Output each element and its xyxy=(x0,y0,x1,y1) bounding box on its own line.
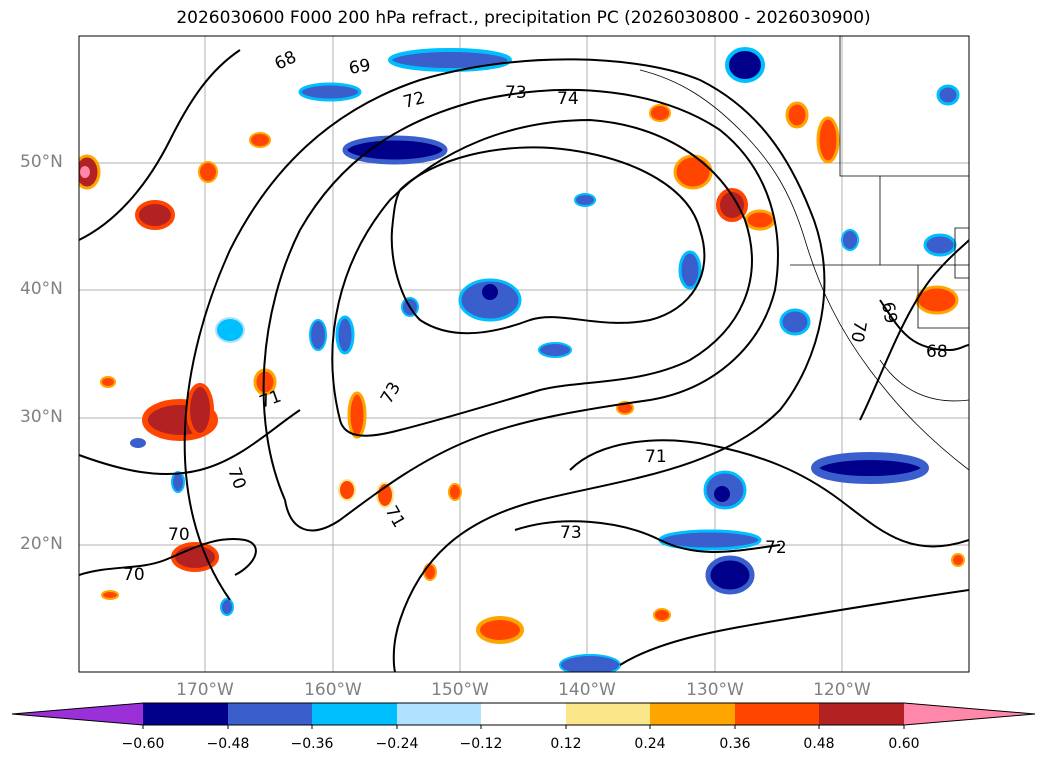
colorbar-tick-label: 0.36 xyxy=(719,736,751,752)
colorbar-bin xyxy=(143,703,228,725)
colorbar-extend-high xyxy=(904,703,1035,725)
contour-label: 70 xyxy=(168,525,190,545)
lon-label: 120°W xyxy=(813,680,871,700)
colorbar-bin xyxy=(312,703,397,725)
refractivity-contours xyxy=(79,49,969,672)
contour-label: 70 xyxy=(846,319,869,344)
lon-label: 130°W xyxy=(686,680,744,700)
colorbar-tick-label: 0.12 xyxy=(550,736,582,752)
colorbar-bin xyxy=(735,703,819,725)
map-title: 2026030600 F000 200 hPa refract., precip… xyxy=(176,8,871,28)
contour-label: 70 xyxy=(123,565,145,585)
contour-label: 72 xyxy=(765,538,787,558)
colorbar-tick-label: −0.60 xyxy=(121,736,165,752)
colorbar-bin xyxy=(228,703,312,725)
lat-label: 50°N xyxy=(20,152,63,172)
colorbar-bin xyxy=(566,703,650,725)
colorbar-extend-low xyxy=(12,703,143,725)
lon-label: 140°W xyxy=(558,680,616,700)
contour-label: 68 xyxy=(926,342,948,362)
colorbar-tick-label: −0.48 xyxy=(206,736,250,752)
colorbar-bin xyxy=(819,703,904,725)
map-frame xyxy=(78,35,970,673)
lat-label: 30°N xyxy=(20,407,63,427)
lon-label: 160°W xyxy=(304,680,362,700)
contour-label: 73 xyxy=(505,83,527,103)
contour-label: 69 xyxy=(347,55,372,78)
colorbar-tick-label: −0.36 xyxy=(290,736,334,752)
colorbar-tick-label: −0.12 xyxy=(459,736,503,752)
colorbar-tick-label: 0.24 xyxy=(634,736,666,752)
colorbar-tick-label: 0.60 xyxy=(888,736,920,752)
lon-label: 150°W xyxy=(431,680,489,700)
colorbar-bin xyxy=(397,703,481,725)
colorbar-tick-label: 0.48 xyxy=(803,736,835,752)
contour-label: 73 xyxy=(560,523,582,543)
lat-label: 20°N xyxy=(20,534,63,554)
coastlines xyxy=(639,36,969,471)
colorbar xyxy=(11,702,1036,729)
colorbar-bin xyxy=(481,703,566,725)
contour-label: 74 xyxy=(557,89,579,109)
colorbar-bin xyxy=(650,703,735,725)
lon-label: 170°W xyxy=(176,680,234,700)
lat-label: 40°N xyxy=(20,279,63,299)
colorbar-tick-label: −0.24 xyxy=(375,736,419,752)
contour-label: 71 xyxy=(645,447,667,467)
contour-label: 69 xyxy=(877,300,900,325)
precip-negative-blobs xyxy=(130,47,960,672)
precip-positive-blobs xyxy=(79,101,965,644)
